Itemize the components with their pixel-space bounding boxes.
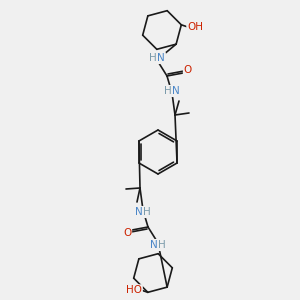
Text: H: H (143, 207, 151, 217)
Text: H: H (164, 86, 172, 96)
Text: N: N (172, 86, 180, 96)
Text: O: O (123, 228, 131, 238)
Text: H: H (158, 240, 166, 250)
Text: O: O (184, 65, 192, 75)
Text: H: H (149, 53, 157, 63)
Text: OH: OH (187, 22, 203, 32)
Text: HO: HO (126, 285, 142, 295)
Text: N: N (157, 53, 165, 63)
Text: N: N (150, 240, 158, 250)
Text: N: N (135, 207, 143, 217)
